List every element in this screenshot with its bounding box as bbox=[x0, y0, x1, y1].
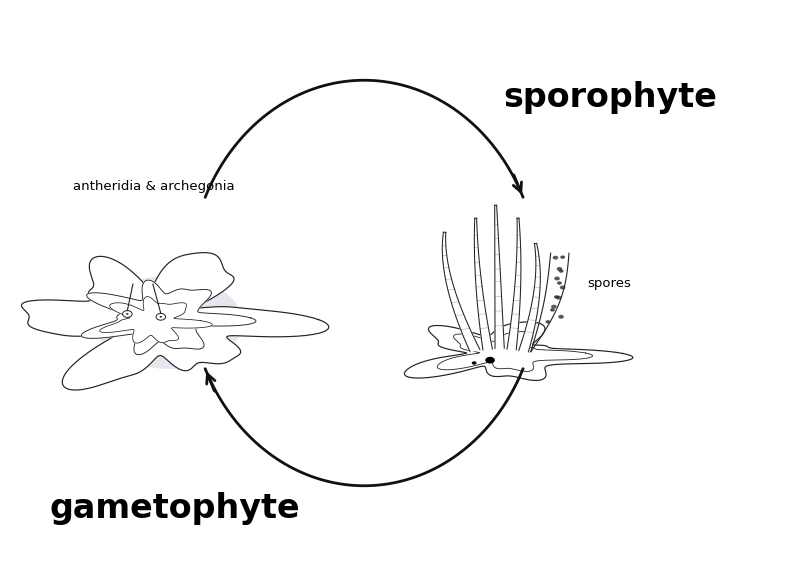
Polygon shape bbox=[438, 332, 593, 371]
Text: sporophyte: sporophyte bbox=[504, 81, 718, 114]
Polygon shape bbox=[82, 280, 256, 355]
Text: antheridia & archegonia: antheridia & archegonia bbox=[73, 180, 234, 193]
Polygon shape bbox=[494, 205, 504, 349]
Circle shape bbox=[486, 357, 495, 363]
Circle shape bbox=[558, 269, 563, 273]
Circle shape bbox=[557, 281, 562, 285]
Circle shape bbox=[554, 277, 560, 281]
Circle shape bbox=[553, 256, 558, 260]
Circle shape bbox=[556, 295, 562, 299]
Polygon shape bbox=[442, 232, 480, 351]
Polygon shape bbox=[405, 322, 633, 380]
Polygon shape bbox=[474, 218, 493, 350]
Text: spores: spores bbox=[587, 277, 631, 289]
Circle shape bbox=[557, 267, 562, 271]
Text: gametophyte: gametophyte bbox=[50, 492, 300, 525]
Circle shape bbox=[558, 315, 564, 319]
Circle shape bbox=[551, 305, 557, 308]
Circle shape bbox=[122, 311, 132, 318]
Polygon shape bbox=[100, 297, 212, 343]
Polygon shape bbox=[507, 218, 521, 350]
Circle shape bbox=[160, 316, 162, 318]
Circle shape bbox=[156, 314, 166, 320]
Circle shape bbox=[550, 308, 555, 312]
Circle shape bbox=[126, 313, 129, 315]
Circle shape bbox=[560, 255, 565, 259]
Circle shape bbox=[554, 295, 558, 299]
Circle shape bbox=[546, 320, 550, 324]
Circle shape bbox=[472, 361, 477, 365]
Circle shape bbox=[560, 285, 566, 289]
Polygon shape bbox=[22, 252, 329, 390]
Polygon shape bbox=[518, 243, 540, 352]
Ellipse shape bbox=[95, 276, 242, 369]
